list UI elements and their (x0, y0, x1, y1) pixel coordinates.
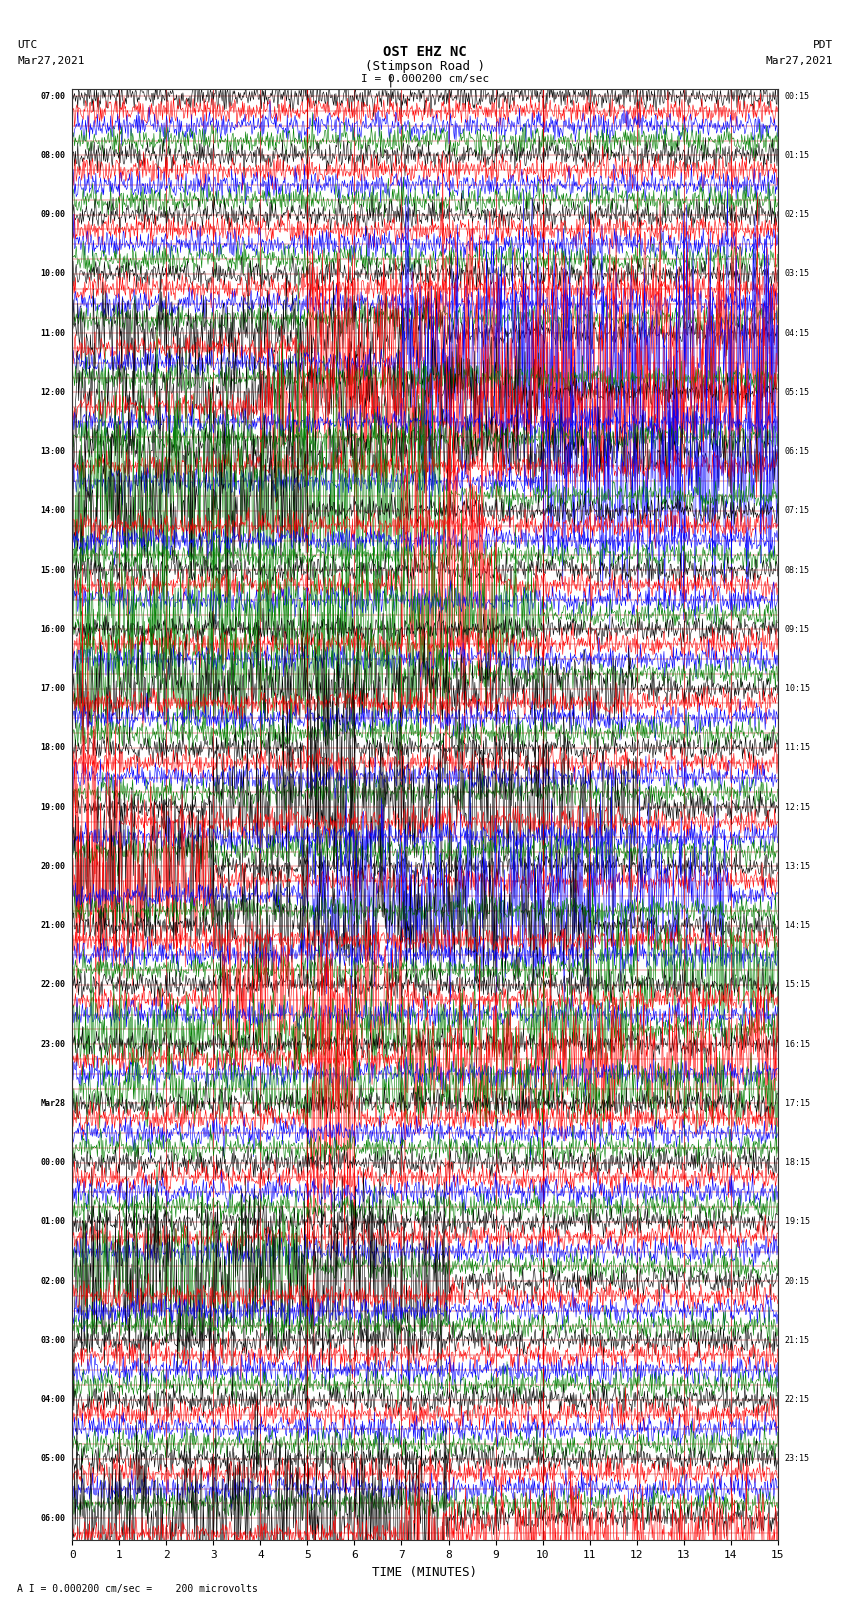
Text: 21:00: 21:00 (40, 921, 65, 931)
Text: Mar28: Mar28 (40, 1098, 65, 1108)
Text: PDT: PDT (813, 40, 833, 50)
Text: 12:15: 12:15 (785, 803, 810, 811)
Text: 00:15: 00:15 (785, 92, 810, 100)
Text: 08:15: 08:15 (785, 566, 810, 574)
Text: 18:15: 18:15 (785, 1158, 810, 1168)
Text: 17:15: 17:15 (785, 1098, 810, 1108)
Text: OST EHZ NC: OST EHZ NC (383, 45, 467, 60)
Text: 23:15: 23:15 (785, 1455, 810, 1463)
Text: 08:00: 08:00 (40, 152, 65, 160)
Text: 16:00: 16:00 (40, 624, 65, 634)
Text: Mar27,2021: Mar27,2021 (17, 56, 84, 66)
Text: 07:15: 07:15 (785, 506, 810, 516)
Text: 21:15: 21:15 (785, 1336, 810, 1345)
Text: 16:15: 16:15 (785, 1040, 810, 1048)
Text: 19:00: 19:00 (40, 803, 65, 811)
Text: 04:00: 04:00 (40, 1395, 65, 1405)
Text: 05:15: 05:15 (785, 387, 810, 397)
Text: 12:00: 12:00 (40, 387, 65, 397)
Text: 18:00: 18:00 (40, 744, 65, 752)
Text: 07:00: 07:00 (40, 92, 65, 100)
Text: 22:15: 22:15 (785, 1395, 810, 1405)
Text: 22:00: 22:00 (40, 981, 65, 989)
Text: 04:15: 04:15 (785, 329, 810, 337)
Text: 15:00: 15:00 (40, 566, 65, 574)
Text: 06:00: 06:00 (40, 1513, 65, 1523)
Text: 19:15: 19:15 (785, 1218, 810, 1226)
Text: 14:00: 14:00 (40, 506, 65, 516)
Text: 11:00: 11:00 (40, 329, 65, 337)
Text: 05:00: 05:00 (40, 1455, 65, 1463)
Text: UTC: UTC (17, 40, 37, 50)
Text: |: | (388, 74, 394, 87)
Text: A I = 0.000200 cm/sec =    200 microvolts: A I = 0.000200 cm/sec = 200 microvolts (17, 1584, 258, 1594)
Text: 02:15: 02:15 (785, 210, 810, 219)
Text: 13:15: 13:15 (785, 861, 810, 871)
Text: 00:00: 00:00 (40, 1158, 65, 1168)
Text: Mar27,2021: Mar27,2021 (766, 56, 833, 66)
Text: 23:00: 23:00 (40, 1040, 65, 1048)
Text: 03:15: 03:15 (785, 269, 810, 279)
Text: I = 0.000200 cm/sec: I = 0.000200 cm/sec (361, 74, 489, 84)
Text: 15:15: 15:15 (785, 981, 810, 989)
Text: 09:00: 09:00 (40, 210, 65, 219)
Text: (Stimpson Road ): (Stimpson Road ) (365, 60, 485, 73)
Text: 02:00: 02:00 (40, 1276, 65, 1286)
Text: 10:15: 10:15 (785, 684, 810, 694)
Text: 01:15: 01:15 (785, 152, 810, 160)
Text: 10:00: 10:00 (40, 269, 65, 279)
Text: 13:00: 13:00 (40, 447, 65, 456)
Text: 20:15: 20:15 (785, 1276, 810, 1286)
Text: 14:15: 14:15 (785, 921, 810, 931)
Text: 17:00: 17:00 (40, 684, 65, 694)
X-axis label: TIME (MINUTES): TIME (MINUTES) (372, 1566, 478, 1579)
Text: 20:00: 20:00 (40, 861, 65, 871)
Text: 09:15: 09:15 (785, 624, 810, 634)
Text: 11:15: 11:15 (785, 744, 810, 752)
Text: 01:00: 01:00 (40, 1218, 65, 1226)
Text: 06:15: 06:15 (785, 447, 810, 456)
Text: 03:00: 03:00 (40, 1336, 65, 1345)
